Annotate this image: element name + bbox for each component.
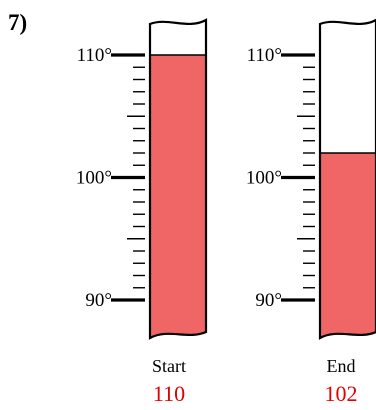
- end-caption: End: [326, 356, 356, 376]
- tick-label-110: 110°: [77, 45, 112, 66]
- mercury-fill: [150, 55, 206, 338]
- start-reading: 110: [152, 381, 186, 406]
- end-reading: 102: [324, 381, 358, 406]
- thermometer-start: 110° 100° 90°: [76, 18, 208, 340]
- tube-outline: [148, 18, 208, 340]
- tick-label-110: 110°: [247, 45, 282, 66]
- tick-label-100: 100°: [246, 168, 282, 189]
- problem-number: 7): [8, 10, 28, 35]
- tick-label-90: 90°: [85, 290, 112, 311]
- start-caption: Start: [152, 356, 186, 376]
- tube-outline: [318, 18, 376, 340]
- mercury-fill: [320, 153, 376, 338]
- tick-label-100: 100°: [76, 168, 112, 189]
- tick-label-90: 90°: [255, 290, 282, 311]
- thermometer-end: 110° 100° 90°: [246, 18, 376, 340]
